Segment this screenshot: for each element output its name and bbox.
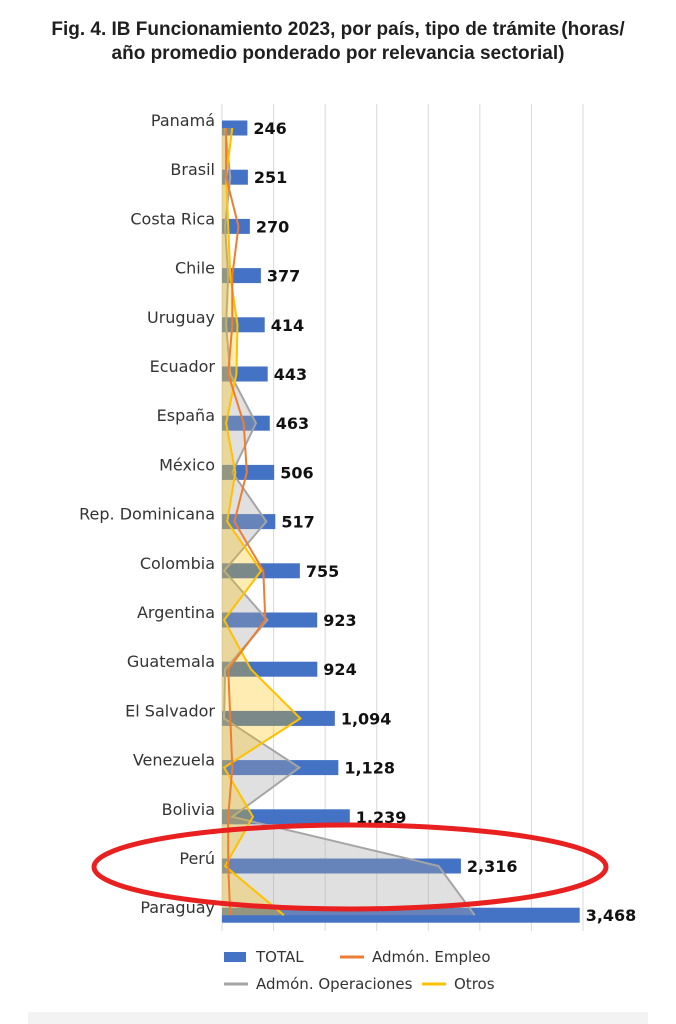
bar-peru	[222, 858, 461, 874]
bar-el-salvador	[222, 710, 335, 726]
category-label-peru: Perú	[179, 849, 215, 868]
bar-brasil	[222, 169, 248, 185]
line-admon-operaciones	[222, 127, 476, 916]
chart-title: Fig. 4. IB Funcionamiento 2023, por país…	[20, 18, 656, 66]
bar-argentina	[222, 612, 318, 628]
category-label-bolivia: Bolivia	[162, 800, 215, 819]
category-label-ecuador: Ecuador	[150, 357, 216, 376]
bar-ecuador	[222, 366, 268, 382]
category-label-colombia: Colombia	[140, 554, 215, 573]
value-label-guatemala: 924	[323, 660, 356, 679]
legend-label-operaciones: Admón. Operaciones	[256, 975, 413, 993]
category-label-brasil: Brasil	[170, 160, 215, 179]
value-label-rep-dominicana: 517	[281, 513, 314, 532]
highlight-ellipse	[91, 822, 609, 912]
category-label-mexico: México	[159, 455, 215, 474]
series-areas	[222, 127, 476, 916]
total-bars	[222, 120, 580, 923]
category-label-argentina: Argentina	[137, 603, 215, 622]
value-label-uruguay: 414	[271, 316, 304, 335]
legend-swatch-total	[224, 952, 246, 962]
value-label-chile: 377	[267, 267, 300, 286]
value-label-paraguay: 3,468	[586, 906, 637, 925]
value-label-ecuador: 443	[274, 365, 307, 384]
category-label-costa-rica: Costa Rica	[130, 209, 215, 228]
category-label-guatemala: Guatemala	[127, 652, 215, 671]
bottom-band	[28, 1012, 648, 1024]
legend-label-total: TOTAL	[255, 948, 304, 966]
bar-bolivia	[222, 809, 350, 825]
legend-label-otros: Otros	[454, 975, 495, 993]
category-label-el-salvador: El Salvador	[125, 701, 215, 720]
value-label-peru: 2,316	[467, 857, 518, 876]
category-label-uruguay: Uruguay	[147, 308, 215, 327]
value-label-venezuela: 1,128	[344, 759, 395, 778]
category-label-venezuela: Venezuela	[133, 751, 215, 770]
value-label-mexico: 506	[280, 463, 313, 482]
value-label-colombia: 755	[306, 562, 339, 581]
value-labels: 246 251 270 377 414 443 463 506 517 755 923 924 1,09…	[253, 119, 636, 925]
value-label-argentina: 923	[323, 611, 356, 630]
category-labels: Panamá Brasil Costa Rica Chile Uruguay Ecuado…	[79, 111, 215, 917]
category-label-chile: Chile	[175, 259, 215, 278]
bar-paraguay	[222, 907, 580, 923]
chart-title-line-1: Fig. 4. IB Funcionamiento 2023, por país…	[51, 19, 625, 40]
value-label-bolivia: 1,239	[356, 808, 407, 827]
chart-title-line-2: año promedio ponderado por relevancia se…	[111, 43, 565, 64]
bar-guatemala	[222, 661, 318, 677]
bar-espana	[222, 415, 270, 431]
legend: TOTAL Admón. Empleo Admón. Operaciones Otro…	[224, 948, 495, 993]
value-label-brasil: 251	[254, 168, 287, 187]
bar-panama	[222, 120, 248, 136]
legend-label-empleo: Admón. Empleo	[372, 948, 491, 966]
highlight-annotation	[91, 822, 609, 912]
value-label-panama: 246	[253, 119, 286, 138]
line-otros	[222, 127, 302, 916]
bar-venezuela	[222, 760, 339, 776]
category-label-rep-dominicana: Rep. Dominicana	[79, 505, 215, 524]
category-label-panama: Panamá	[151, 111, 215, 130]
gridlines	[221, 104, 584, 931]
value-label-el-salvador: 1,094	[341, 709, 392, 728]
category-label-espana: España	[157, 406, 215, 425]
area-otros	[222, 128, 301, 916]
value-label-costa-rica: 270	[256, 217, 289, 236]
value-label-espana: 463	[276, 414, 309, 433]
area-admon-operaciones	[222, 128, 475, 916]
line-admon-empleo	[225, 128, 267, 916]
